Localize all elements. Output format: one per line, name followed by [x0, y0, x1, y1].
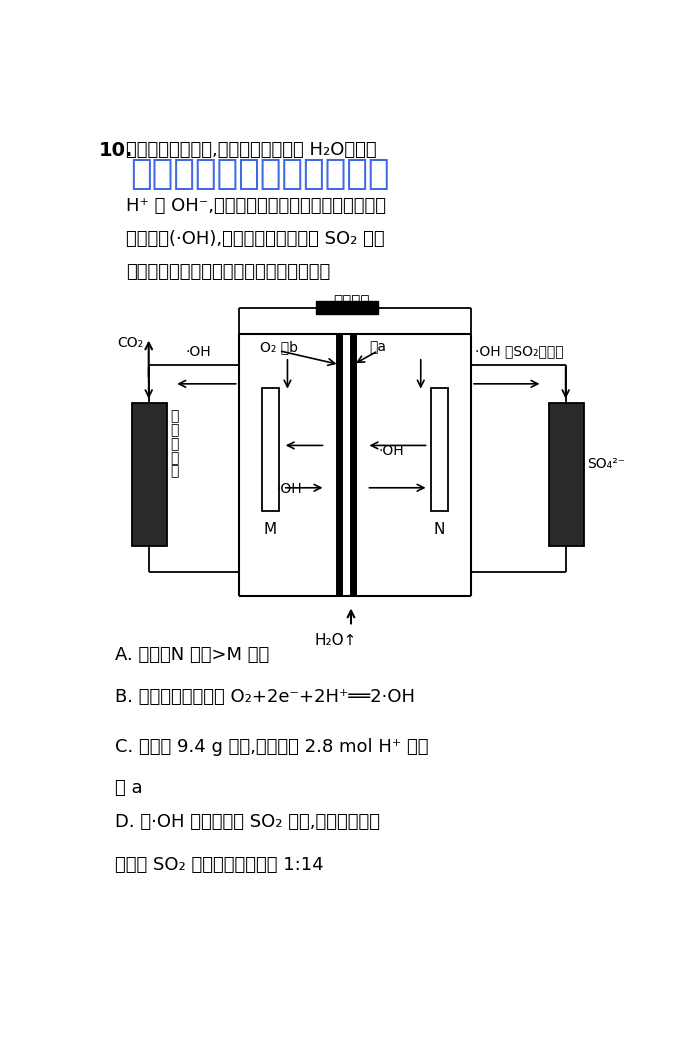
Text: 苯: 苯 [170, 423, 178, 437]
Text: 微信公众号关注：趣找答案: 微信公众号关注：趣找答案 [130, 156, 390, 191]
Text: CO₂: CO₂ [118, 336, 144, 350]
Text: C. 每处理 9.4 g 苯酚,理论上有 2.8 mol H⁺ 透过: C. 每处理 9.4 g 苯酚,理论上有 2.8 mol H⁺ 透过 [115, 738, 428, 756]
Text: O₂ 膜b: O₂ 膜b [260, 340, 298, 354]
Text: B. 阴极电极反应式为 O₂+2e⁻+2H⁺══2·OH: B. 阴极电极反应式为 O₂+2e⁻+2H⁺══2·OH [115, 688, 414, 706]
Text: M: M [264, 521, 277, 537]
Text: 气的工作原理如图所示。下列说法错误的是: 气的工作原理如图所示。下列说法错误的是 [126, 263, 330, 281]
Bar [316, 301, 378, 314]
Text: 直流电源: 直流电源 [332, 294, 370, 308]
Text: 水: 水 [170, 465, 178, 478]
Bar [430, 388, 448, 511]
Text: ·OH 含SO₂的烟气: ·OH 含SO₂的烟气 [475, 344, 564, 359]
Text: ·OH: ·OH [378, 444, 404, 458]
Text: 酚: 酚 [170, 437, 178, 451]
Text: ·OH: ·OH [276, 481, 302, 495]
Text: 膜 a: 膜 a [115, 778, 142, 797]
Text: D. 若·OH 只与苯酚和 SO₂ 反应,则参加反应的: D. 若·OH 只与苯酚和 SO₂ 反应,则参加反应的 [115, 813, 379, 832]
Text: 基自由基(·OH),处理含苯酚废水和含 SO₂ 的烟: 基自由基(·OH),处理含苯酚废水和含 SO₂ 的烟 [126, 230, 385, 248]
Text: 废: 废 [170, 451, 178, 465]
Text: SO₄²⁻: SO₄²⁻ [587, 457, 626, 471]
Bar [549, 403, 584, 545]
Bar [132, 403, 167, 545]
Text: N: N [434, 521, 445, 537]
Text: ·OH: ·OH [186, 344, 211, 359]
Text: H₂O↑: H₂O↑ [314, 633, 357, 647]
Text: A. 电势：N 电极>M 电极: A. 电势：N 电极>M 电极 [115, 645, 269, 664]
Text: 在直流电源作用下,双极膜中间层中的 H₂O解离为: 在直流电源作用下,双极膜中间层中的 H₂O解离为 [126, 142, 377, 159]
Text: 膜a: 膜a [370, 340, 386, 354]
Bar [262, 388, 279, 511]
Text: 10.: 10. [99, 142, 134, 160]
Text: 苯酚和 SO₂ 的物质的量之比为 1:14: 苯酚和 SO₂ 的物质的量之比为 1:14 [115, 856, 323, 874]
Text: H⁺ 和 OH⁻,利用双极膜电解池产生强氧化性的羟: H⁺ 和 OH⁻,利用双极膜电解池产生强氧化性的羟 [126, 197, 386, 215]
Text: 含: 含 [170, 409, 178, 423]
